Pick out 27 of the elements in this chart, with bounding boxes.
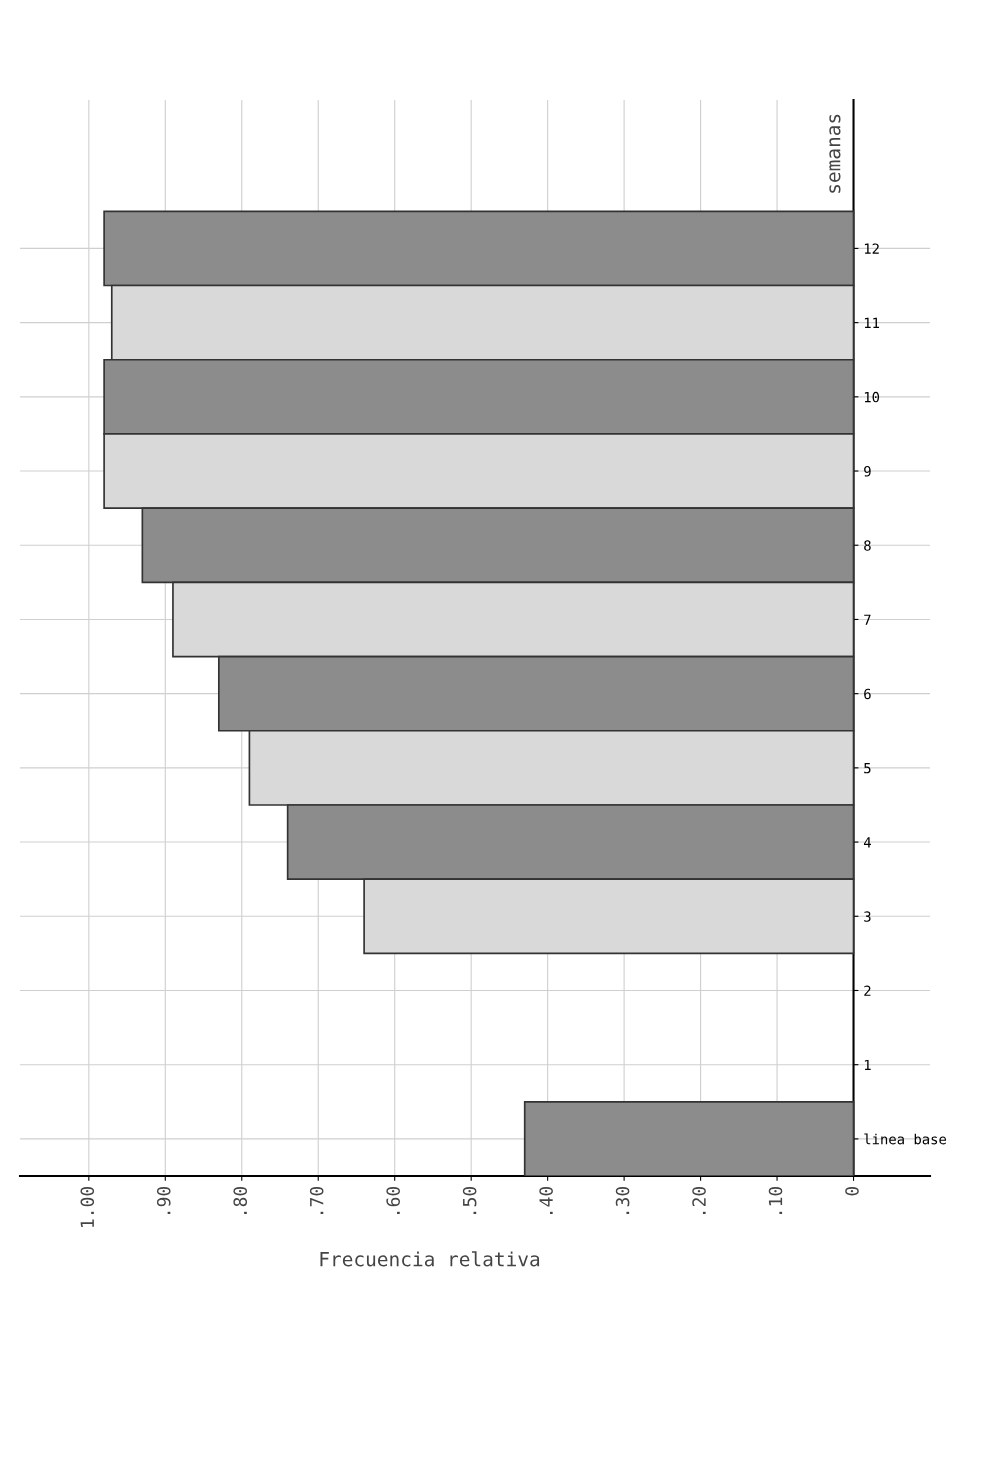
x-tick-label: .60 bbox=[386, 1186, 400, 1215]
y-tick-label: 6 bbox=[864, 688, 871, 700]
y-tick-label: 4 bbox=[863, 837, 871, 848]
y-tick-label: 1 bbox=[864, 1059, 871, 1070]
y-tick-label: 5 bbox=[864, 763, 871, 774]
bar bbox=[523, 1100, 855, 1176]
y-tick-label: 2 bbox=[864, 985, 871, 996]
x-tick-label: .30 bbox=[615, 1186, 630, 1215]
y-tick-label: 7 bbox=[864, 614, 871, 625]
y-tick-label: 12 bbox=[864, 243, 879, 254]
x-tick-label: 0 bbox=[845, 1186, 859, 1196]
y-tick-label: 8 bbox=[864, 540, 871, 551]
y-tick-label: linea base bbox=[864, 1133, 947, 1145]
x-tick-label: 1.00 bbox=[80, 1186, 95, 1228]
x-tick-label: .20 bbox=[692, 1186, 706, 1215]
y-tick-label: 10 bbox=[864, 391, 880, 403]
y-tick-label: 3 bbox=[864, 911, 871, 922]
x-tick-label: .80 bbox=[233, 1186, 248, 1215]
y-axis-title: semanas bbox=[829, 114, 841, 193]
x-tick-label: .40 bbox=[539, 1186, 553, 1215]
x-tick-label: .70 bbox=[309, 1186, 324, 1215]
x-axis-title: Frecuencia relativa bbox=[320, 1251, 540, 1267]
y-tick-label: 9 bbox=[864, 466, 871, 477]
x-tick-label: .10 bbox=[768, 1186, 783, 1215]
x-tick-label: .90 bbox=[156, 1186, 171, 1215]
y-tick-label: 11 bbox=[864, 317, 880, 328]
x-tick-label: .50 bbox=[462, 1186, 477, 1215]
